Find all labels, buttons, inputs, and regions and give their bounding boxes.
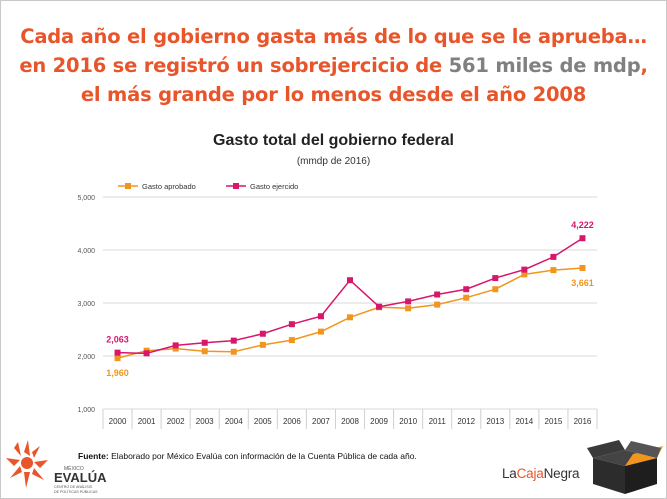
legend-swatch-marker — [125, 183, 131, 189]
data-point-aprobado — [114, 355, 121, 362]
data-point-aprobado — [259, 341, 266, 348]
x-tick-label: 2010 — [399, 417, 417, 426]
x-tick-label: 2012 — [457, 417, 475, 426]
x-tick-label: 2000 — [109, 417, 127, 426]
data-point-ejercido — [317, 313, 324, 320]
x-tick-label: 2014 — [515, 417, 533, 426]
source-note: Fuente: Elaborado por México Evalúa con … — [78, 451, 417, 461]
legend-label: Gasto aprobado — [142, 182, 196, 191]
x-tick-label: 2015 — [545, 417, 563, 426]
data-point-aprobado — [521, 271, 528, 278]
logo-left-sub2: DE POLÍTICAS PÚBLICAS — [54, 489, 98, 494]
x-tick-label: 2009 — [370, 417, 388, 426]
data-label: 3,661 — [571, 278, 594, 288]
data-point-ejercido — [434, 291, 441, 298]
legend-label: Gasto ejercido — [250, 182, 298, 191]
data-point-ejercido — [405, 298, 412, 305]
logo-left-top: MÉXICO — [64, 465, 84, 472]
x-tick-label: 2008 — [341, 417, 359, 426]
data-point-aprobado — [463, 294, 470, 301]
x-tick-label: 2011 — [429, 417, 447, 426]
headline-line-1: Cada año el gobierno gasta más de lo que… — [20, 25, 647, 48]
data-point-aprobado — [434, 301, 441, 308]
chart-title: Gasto total del gobierno federal — [213, 132, 454, 149]
data-point-aprobado — [288, 337, 295, 344]
data-point-aprobado — [405, 305, 412, 312]
data-point-ejercido — [550, 253, 557, 260]
logo-left-sub1: CENTRO DE ANÁLISIS — [54, 485, 93, 489]
lacajanegra-part3: Negra — [543, 466, 580, 481]
data-point-ejercido — [259, 330, 266, 337]
headline: Cada año el gobierno gasta más de lo que… — [0, 22, 667, 109]
x-tick-label: 2016 — [574, 417, 592, 426]
logo-left-main: EVALÚA — [54, 470, 107, 485]
box-icon — [587, 440, 663, 494]
data-point-aprobado — [201, 348, 208, 355]
x-tick-label: 2005 — [254, 417, 272, 426]
data-point-ejercido — [492, 275, 499, 282]
data-point-ejercido — [114, 349, 121, 356]
lacajanegra-part2: Caja — [516, 466, 544, 481]
headline-line-2: en 2016 se registró un sobrejercicio de … — [0, 51, 667, 80]
chart-subtitle: (mmdp de 2016) — [296, 156, 371, 167]
y-tick-label: 5,000 — [77, 195, 95, 202]
x-tick-label: 2002 — [167, 417, 185, 426]
source-text: Elaborado por México Evalúa con informac… — [108, 451, 417, 461]
headline-line-3: el más grande por lo menos desde el año … — [80, 83, 587, 106]
data-point-aprobado — [172, 345, 179, 352]
data-point-aprobado — [317, 328, 324, 335]
y-tick-label: 1,000 — [77, 407, 95, 414]
lacajanegra-part1: La — [502, 466, 517, 481]
x-tick-label: 2003 — [196, 417, 214, 426]
headline-highlight: 561 miles de mdp — [448, 54, 641, 77]
data-point-aprobado — [492, 286, 499, 293]
data-point-aprobado — [579, 264, 586, 271]
data-label: 4,222 — [571, 220, 594, 230]
data-point-ejercido — [347, 277, 353, 284]
x-tick-label: 2007 — [312, 417, 330, 426]
data-point-aprobado — [550, 267, 557, 274]
x-tick-label: 2004 — [225, 417, 243, 426]
data-point-aprobado — [347, 314, 353, 321]
x-tick-label: 2013 — [486, 417, 504, 426]
data-point-ejercido — [143, 350, 150, 357]
data-point-ejercido — [579, 235, 586, 242]
headline-line-2-pre: en 2016 se registró un sobrejercicio de — [19, 54, 449, 77]
data-point-ejercido — [376, 303, 383, 310]
source-label: Fuente: — [78, 451, 109, 461]
lacajanegra-wordmark: LaCajaNegra — [502, 466, 580, 481]
data-point-ejercido — [463, 286, 470, 293]
legend-swatch-marker — [233, 183, 239, 189]
lacajanegra-logo: LaCajaNegra — [500, 436, 665, 496]
x-tick-label: 2006 — [283, 417, 301, 426]
series-line-ejercido — [117, 237, 583, 355]
y-tick-label: 3,000 — [77, 301, 95, 308]
data-point-ejercido — [230, 337, 237, 344]
y-tick-label: 4,000 — [77, 248, 95, 255]
data-point-ejercido — [288, 321, 295, 328]
mexico-evalua-logo-mark — [6, 440, 48, 488]
data-point-ejercido — [201, 339, 208, 346]
data-point-aprobado — [230, 348, 237, 355]
mexico-evalua-logo: MÉXICO EVALÚA CENTRO DE ANÁLISIS DE POLÍ… — [6, 440, 107, 494]
data-label: 2,063 — [106, 335, 129, 345]
y-tick-label: 2,000 — [77, 354, 95, 361]
headline-line-2-post: , — [640, 54, 648, 77]
data-point-ejercido — [172, 342, 179, 349]
x-tick-label: 2001 — [138, 417, 156, 426]
data-point-ejercido — [521, 266, 528, 273]
data-label: 1,960 — [106, 368, 129, 378]
